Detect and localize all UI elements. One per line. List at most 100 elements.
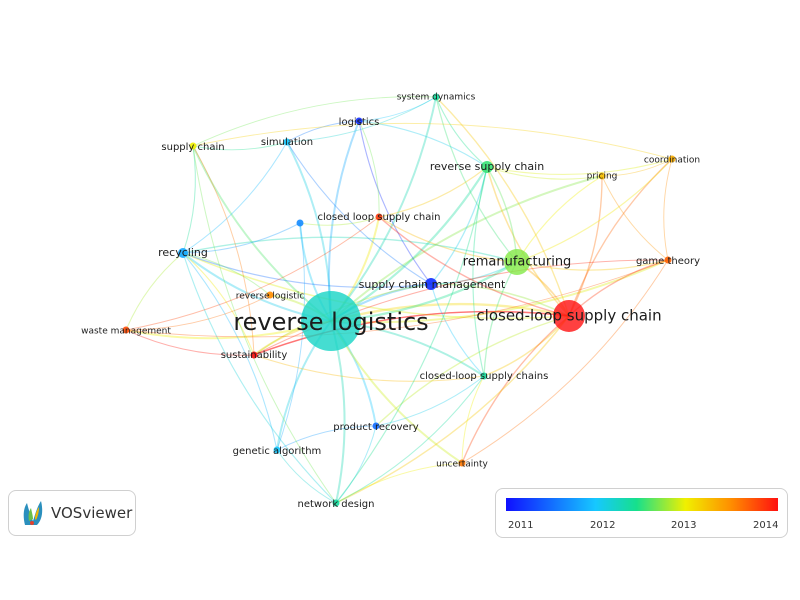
- node-label: remanufacturing: [463, 255, 572, 270]
- node-label: product recovery: [333, 422, 418, 433]
- edge-link: [486, 166, 570, 317]
- edge-link: [192, 145, 337, 504]
- edge-link: [430, 283, 570, 317]
- node-closed-loop-supply-chain[interactable]: [553, 300, 585, 332]
- node-label: system dynamics: [397, 93, 476, 103]
- edge-link: [182, 252, 271, 296]
- node-sustainability[interactable]: [250, 351, 258, 359]
- edge-link: [516, 175, 603, 263]
- node-label: pricing: [587, 172, 618, 182]
- edge-link: [435, 96, 488, 168]
- edge-link: [253, 354, 485, 382]
- edge-link: [276, 425, 377, 451]
- edge-link: [125, 252, 184, 331]
- edge-link: [192, 145, 255, 356]
- node-label: coordination: [644, 156, 700, 166]
- edge-link: [335, 315, 570, 504]
- edge-link: [516, 259, 669, 271]
- edge-link: [192, 122, 673, 160]
- legend-tick: 2012: [590, 520, 616, 531]
- edge-link: [461, 315, 570, 464]
- edge-link: [516, 158, 673, 263]
- edge-link: [253, 310, 570, 356]
- edge-link: [286, 120, 360, 143]
- node-label: uncertainty: [436, 460, 488, 470]
- edge-link: [330, 96, 437, 322]
- color-legend: 2011 2012 2013 2014: [495, 488, 788, 538]
- edge-link: [125, 294, 271, 331]
- node-pricing[interactable]: [598, 172, 606, 180]
- node-closed-loop-supply-chains[interactable]: [480, 372, 488, 380]
- node-label: closed loop supply chain: [317, 212, 440, 223]
- node-genetic-algorithm[interactable]: [273, 446, 281, 454]
- node-label: supply chain: [161, 142, 224, 153]
- edge-link: [286, 96, 437, 143]
- edge-link: [286, 141, 432, 285]
- edge-link: [335, 375, 485, 504]
- node-label: recycling: [158, 246, 208, 259]
- node-supply-chain[interactable]: [189, 142, 197, 150]
- node-system-dynamics[interactable]: [432, 93, 440, 101]
- node-reverse-logistic[interactable]: [266, 291, 274, 299]
- edge-link: [330, 175, 603, 322]
- edge-link: [358, 120, 488, 168]
- edge-link: [253, 310, 570, 356]
- edge-link: [335, 166, 488, 504]
- node-coordination[interactable]: [668, 155, 676, 163]
- edge-link: [663, 158, 673, 261]
- node-label: waste management: [81, 327, 171, 337]
- edge-link: [125, 259, 669, 338]
- node-remanufacturing[interactable]: [504, 249, 530, 275]
- edge-link: [435, 96, 518, 263]
- node-label: supply chain management: [359, 278, 506, 291]
- node-reverse-logistics[interactable]: [301, 291, 361, 351]
- edge-link: [378, 216, 570, 317]
- node-label: game theory: [636, 256, 700, 267]
- node-game-theory[interactable]: [664, 256, 672, 264]
- legend-tick: 2014: [753, 520, 779, 531]
- edge-link: [182, 141, 288, 254]
- edge-link: [601, 175, 669, 261]
- node-label: logistics: [339, 117, 380, 128]
- edge-link: [192, 96, 437, 147]
- edge-link: [358, 120, 432, 285]
- node-waste-management[interactable]: [122, 326, 130, 334]
- node-uncertainty[interactable]: [458, 459, 466, 467]
- node-simulation[interactable]: [283, 138, 291, 146]
- vosviewer-logo: VOSviewer: [8, 490, 136, 536]
- node-reverse-supply-chain[interactable]: [481, 161, 493, 173]
- node-unlabeled-node[interactable]: [296, 219, 304, 227]
- edge-link: [192, 141, 288, 151]
- edge-link: [375, 375, 485, 427]
- node-product-recovery[interactable]: [372, 422, 380, 430]
- vosviewer-logo-icon: [23, 501, 43, 525]
- node-supply-chain-management[interactable]: [425, 278, 437, 290]
- edge-link: [435, 96, 570, 317]
- edge-layer: [125, 96, 673, 504]
- edge-link: [299, 216, 380, 226]
- legend-gradient-bar: [506, 498, 778, 511]
- node-label: simulation: [261, 137, 313, 148]
- edge-link: [568, 158, 673, 317]
- node-network-design[interactable]: [332, 499, 340, 507]
- label-layer: reverse logistics closed-loop supply chai…: [81, 93, 700, 511]
- edge-link: [182, 252, 570, 320]
- edge-link: [335, 462, 463, 504]
- legend-tick: 2013: [671, 520, 697, 531]
- edge-link: [182, 252, 255, 356]
- edge-link: [375, 315, 570, 427]
- node-label: genetic algorithm: [233, 446, 322, 457]
- edge-link: [568, 175, 603, 317]
- edge-link: [358, 120, 380, 218]
- edge-link: [335, 425, 377, 504]
- node-logistics[interactable]: [355, 117, 363, 125]
- node-label: network design: [298, 499, 375, 510]
- node-recycling[interactable]: [178, 248, 188, 258]
- edge-link: [378, 166, 488, 218]
- node-closed-loop-supply-chain-2[interactable]: [375, 213, 383, 221]
- edge-link: [486, 166, 603, 180]
- edge-link: [125, 329, 255, 356]
- edge-link: [182, 236, 518, 263]
- node-layer: [122, 93, 676, 507]
- legend-tick: 2011: [508, 520, 534, 531]
